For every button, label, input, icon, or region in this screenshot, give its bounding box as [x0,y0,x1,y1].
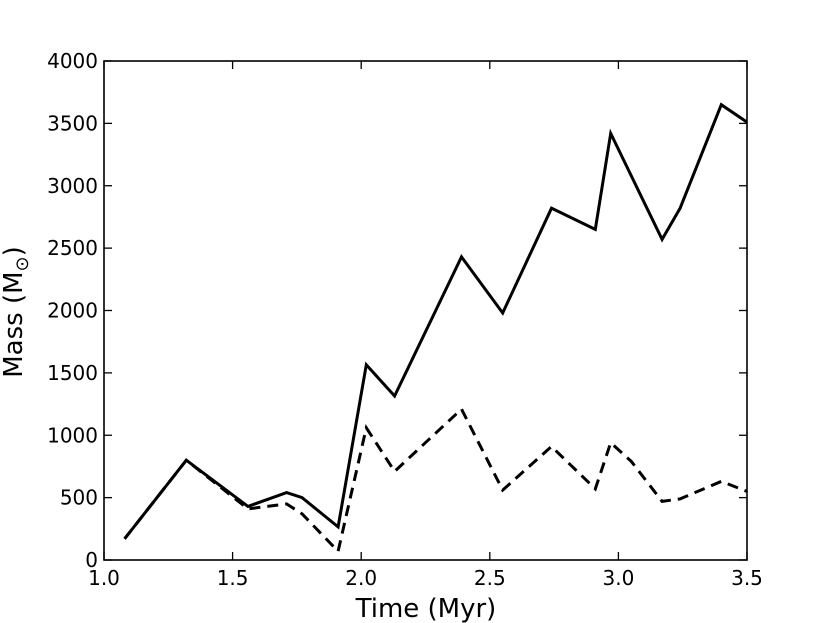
y-axis-title-suffix: ) [0,246,29,256]
y-axis-title-subscript: ⊙ [12,256,33,271]
series-line-solid [123,102,748,540]
y-tick-label: 2000 [47,299,98,323]
series-layer [123,102,748,555]
y-tick-label: 500 [60,486,98,510]
y-tick-label: 3000 [47,174,98,198]
y-tick-label: 2500 [47,236,98,260]
y-tick-label: 1500 [47,361,98,385]
x-tick-label: 3.0 [602,566,634,590]
x-axis-title: Time (Myr) [355,594,497,623]
y-tick-label: 4000 [47,49,98,73]
y-axis-title-prefix: Mass (M [0,271,29,377]
y-tick-label: 3500 [47,111,98,135]
x-tick-label: 2.0 [345,566,377,590]
x-tick-label: 3.5 [731,566,763,590]
ticks-layer: 1.0 1.5 2.0 2.5 3.0 3.5 0 500 1000 1500 2000 2500 30… [47,49,763,590]
x-tick-label: 1.5 [217,566,249,590]
y-tick-label: 0 [85,548,98,572]
x-tick-label: 2.5 [474,566,506,590]
y-tick-label: 1000 [47,423,98,447]
y-axis-title: Mass (M⊙) [0,246,33,378]
x-tick-label: 1.0 [88,566,120,590]
series-line-dashed [123,406,748,555]
